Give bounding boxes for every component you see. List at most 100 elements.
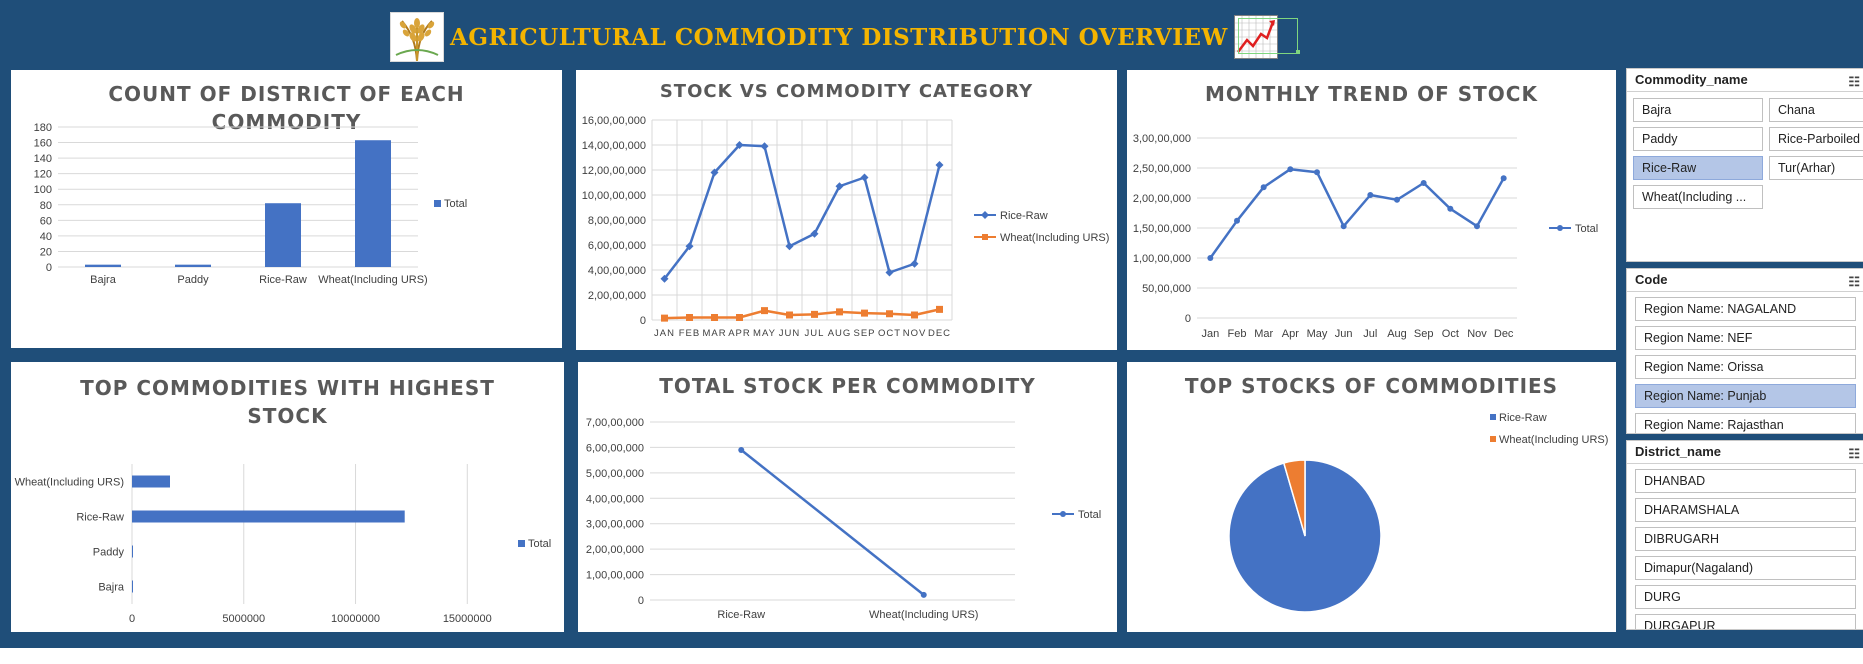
monthly-trend-line-chart: 0 50,00,000 1,00,00,000 1,50,00,000 2,00,00,… (1133, 133, 1598, 340)
legend-swatch (1490, 436, 1496, 442)
slicer-district[interactable]: District_name ☷ DHANBAD DHARAMSHALA DIBRUG… (1626, 440, 1863, 630)
slicer-item[interactable]: DURG (1635, 585, 1856, 609)
legend-marker (1557, 225, 1563, 231)
x-tick-label: DEC (928, 328, 951, 339)
cell-fill-handle[interactable] (1296, 50, 1300, 54)
cell-selection-box[interactable] (1238, 18, 1298, 54)
data-point (786, 311, 793, 319)
x-tick-label: MAY (753, 328, 776, 339)
multi-select-icon[interactable]: ☷ (1848, 74, 1860, 89)
x-tick-label: APR (728, 328, 751, 339)
chart-panel-top-stocks-pie[interactable]: TOP STOCKS OF COMMODITIES Rice-Raw Wheat(… (1127, 362, 1616, 632)
slicer-item[interactable]: DHANBAD (1635, 469, 1856, 493)
data-point (685, 242, 694, 251)
legend-marker (982, 234, 988, 240)
chart-title-line: TOP COMMODITIES WITH HIGHEST (80, 376, 495, 400)
bar (175, 264, 211, 267)
pie-slice (1282, 459, 1306, 537)
slicer-item[interactable]: DHARAMSHALA (1635, 498, 1856, 522)
data-point (886, 310, 893, 318)
x-tick-label: FEB (679, 328, 700, 339)
data-point (911, 311, 918, 319)
slicer-item[interactable]: Rice-Parboiled (1769, 127, 1863, 151)
legend-label: Rice-Raw (1000, 210, 1048, 222)
x-tick-label: Jan (1201, 328, 1219, 340)
legend-label: Total (1575, 223, 1598, 235)
y-tick-label: 2,00,00,000 (586, 544, 644, 556)
chart-panel-total-stock[interactable]: TOTAL STOCK PER COMMODITY 0 1,00,00,000 2,… (578, 362, 1117, 632)
bar (132, 545, 133, 558)
slicer-item[interactable]: Chana (1769, 98, 1863, 122)
data-point (811, 310, 818, 318)
series-line (664, 308, 940, 320)
slicer-item[interactable]: Dimapur(Nagaland) (1635, 556, 1856, 580)
chart-title: STOCK VS COMMODITY CATEGORY (659, 81, 1034, 102)
slicer-item[interactable]: Region Name: Punjab (1635, 384, 1856, 408)
x-tick-label: 10000000 (331, 613, 380, 625)
y-tick-label: 1,00,00,000 (586, 570, 644, 582)
slicer-code[interactable]: Code ☷ Region Name: NAGALAND Region Name:… (1626, 268, 1863, 434)
y-tick-label: 8,00,00,000 (588, 215, 646, 227)
y-tick-label: 60 (40, 215, 52, 227)
y-tick-label: 0 (1185, 313, 1191, 325)
y-tick-label: 6,00,00,000 (586, 442, 644, 454)
x-tick-label: OCT (878, 328, 901, 339)
x-tick-label: Feb (1228, 328, 1247, 340)
chart-panel-top-commodities[interactable]: TOP COMMODITIES WITH HIGHEST STOCK 0 5000… (11, 362, 564, 632)
chart-panel-district-count[interactable]: COUNT OF DISTRICT OF EACH COMMODITY 0 20 4… (11, 70, 562, 348)
data-point (1340, 223, 1347, 230)
slicer-header: Code ☷ (1627, 269, 1863, 292)
multi-select-icon[interactable]: ☷ (1848, 274, 1860, 289)
slicer-item[interactable]: Paddy (1633, 127, 1763, 151)
slicer-item[interactable]: Region Name: NEF (1635, 326, 1856, 350)
data-point (836, 308, 843, 316)
chart-panel-stock-vs-category[interactable]: STOCK VS COMMODITY CATEGORY 0 2,00,00,000… (576, 70, 1117, 350)
y-tick-label: 3,00,00,000 (1133, 133, 1191, 145)
slicer-item[interactable]: Tur(Arhar) (1769, 156, 1863, 180)
data-point (885, 268, 894, 277)
data-point (935, 161, 944, 169)
slicer-title: District_name (1635, 444, 1721, 459)
data-point (735, 141, 744, 149)
x-tick-label: Rice-Raw (259, 274, 307, 286)
slicer-item[interactable]: Wheat(Including ... (1633, 185, 1763, 209)
slicer-items: DHANBAD DHARAMSHALA DIBRUGARH Dimapur(Nagal… (1627, 464, 1863, 629)
slicer-item[interactable]: Region Name: NAGALAND (1635, 297, 1856, 321)
y-tick-label: 7,00,00,000 (586, 417, 644, 429)
data-point (1287, 166, 1294, 173)
data-point (710, 168, 719, 177)
top-commodities-bar-chart: 0 5000000 10000000 15000000 Wheat(Including … (15, 464, 551, 625)
y-tick-label: 10,00,00,000 (582, 190, 646, 202)
data-point (936, 305, 943, 313)
multi-select-icon[interactable]: ☷ (1848, 446, 1860, 461)
series-line (740, 448, 925, 596)
slicer-item[interactable]: DURGAPUR (1635, 614, 1856, 629)
data-point (1260, 184, 1267, 191)
series-line (663, 143, 941, 280)
data-point (736, 314, 743, 321)
slicer-item[interactable]: Region Name: Rajasthan (1635, 413, 1856, 433)
data-point (785, 242, 794, 251)
y-tick-label: 4,00,00,000 (586, 493, 644, 505)
y-tick-label: Paddy (93, 547, 125, 559)
trend-chart-icon (1233, 15, 1278, 59)
y-tick-label: 5,00,00,000 (586, 468, 644, 480)
bar (85, 264, 121, 267)
slicer-item[interactable]: Rice-Raw (1633, 156, 1763, 180)
slicer-item[interactable]: Bajra (1633, 98, 1763, 122)
slicer-item[interactable]: DIBRUGARH (1635, 527, 1856, 551)
y-tick-label: Bajra (98, 582, 125, 594)
slicer-title: Code (1635, 272, 1668, 287)
data-point (738, 446, 745, 453)
data-point (1474, 223, 1480, 230)
chart-title: TOTAL STOCK PER COMMODITY (659, 374, 1036, 398)
data-point (835, 182, 844, 191)
y-tick-label: 0 (46, 262, 52, 274)
x-tick-label: Paddy (177, 274, 209, 286)
legend-label: Wheat(Including URS) (1499, 434, 1608, 446)
data-point (1367, 192, 1374, 198)
chart-panel-monthly-trend[interactable]: MONTHLY TREND OF STOCK 0 50,00,000 1,00,00… (1127, 70, 1616, 350)
y-tick-label: 50,00,000 (1142, 283, 1191, 295)
slicer-item[interactable]: Region Name: Orissa (1635, 355, 1856, 379)
slicer-commodity[interactable]: Commodity_name ☷ Bajra Chana Paddy Rice-Par… (1626, 68, 1863, 262)
